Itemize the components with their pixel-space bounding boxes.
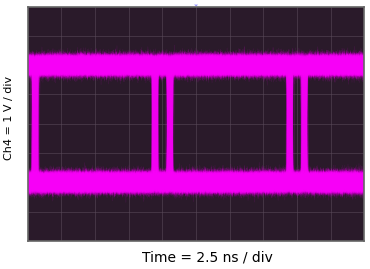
Text: Ch4 = 1 V / div: Ch4 = 1 V / div	[4, 76, 14, 160]
Text: Time = 2.5 ns / div: Time = 2.5 ns / div	[142, 250, 273, 264]
